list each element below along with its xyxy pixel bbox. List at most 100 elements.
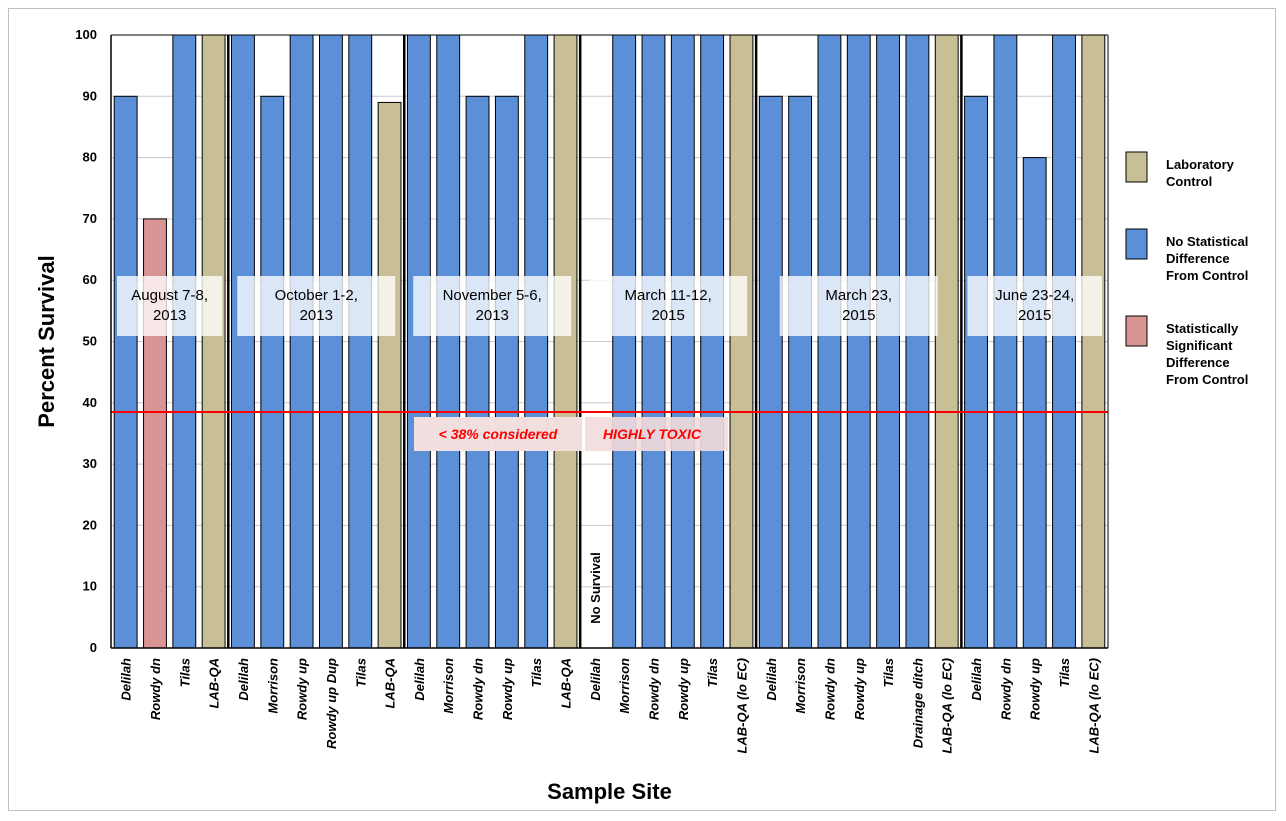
bar-rowdy-up — [289, 34, 314, 649]
y-tick-label-70: 70 — [83, 211, 97, 226]
bar-rowdy-dn — [993, 34, 1018, 649]
date-label: 2015 — [651, 307, 684, 324]
date-label: October 1-2, — [275, 287, 358, 304]
x-tick-label: Tilas — [881, 658, 896, 687]
x-tick-label: LAB-QA — [559, 658, 574, 709]
x-tick-label: LAB-QA (lo EC) — [1086, 658, 1101, 754]
bar-morrison — [788, 95, 813, 649]
x-tick-label: Rowdy dn — [646, 658, 661, 720]
bar-rowdy-up — [846, 34, 871, 649]
threshold-label-box — [414, 416, 582, 451]
date-label-box — [413, 276, 572, 336]
x-tick-label: Rowdy dn — [471, 658, 486, 720]
x-tick-label: Tilas — [1057, 658, 1072, 687]
bar-tilas — [524, 34, 549, 649]
bar-rowdy-up — [670, 34, 695, 649]
bar-lab-qa-lo-ec- — [1081, 34, 1106, 649]
x-tick-label: Rowdy dn — [822, 658, 837, 720]
bar-lab-qa — [201, 34, 226, 649]
y-tick-label-50: 50 — [83, 334, 97, 349]
y-tick-label-90: 90 — [83, 88, 97, 103]
y-tick-label-30: 30 — [83, 456, 97, 471]
date-label: 2013 — [300, 307, 333, 324]
group-separators — [227, 35, 963, 648]
legend-label: Difference — [1166, 251, 1230, 266]
bar-tilas — [1052, 34, 1076, 649]
bar-delilah — [964, 95, 988, 649]
date-label-box — [589, 276, 748, 336]
y-tick-label-100: 100 — [75, 27, 97, 42]
bar-rowdy-up — [1022, 157, 1047, 649]
legend-label: Difference — [1166, 355, 1230, 370]
x-tick-label: Tilas — [353, 658, 368, 687]
x-tick-label: Rowdy up — [852, 658, 867, 720]
x-tick-label: Morrison — [441, 658, 456, 714]
date-label: November 5-6, — [443, 287, 542, 304]
x-tick-label: Morrison — [793, 658, 808, 714]
bar-morrison — [612, 34, 637, 649]
x-tick-label: Morrison — [265, 658, 280, 714]
bar-lab-qa-lo-ec- — [729, 34, 754, 649]
date-label: 2015 — [842, 307, 875, 324]
date-label-box — [779, 276, 938, 336]
x-tick-label: Rowdy up Dup — [324, 658, 339, 749]
bar-delilah — [113, 95, 138, 649]
x-axis-title: Sample Site — [547, 779, 672, 804]
bar-rowdy-up-dup — [318, 34, 343, 649]
x-tick-label: Rowdy up — [676, 658, 691, 720]
bar-delilah — [758, 95, 783, 649]
x-tick-label: Morrison — [617, 658, 632, 714]
bar-lab-qa — [377, 101, 402, 649]
date-label: March 11-12, — [625, 287, 712, 304]
y-tick-label-40: 40 — [83, 395, 97, 410]
bar-lab-qa — [553, 34, 578, 649]
date-label: June 23-24, — [995, 287, 1074, 304]
bar-delilah — [406, 34, 431, 649]
date-label: August 7-8, — [131, 287, 208, 304]
x-tick-label: Rowdy up — [1028, 658, 1043, 720]
bar-rowdy-up — [494, 95, 519, 649]
y-tick-label-0: 0 — [90, 640, 97, 655]
bar-tilas — [348, 34, 373, 649]
x-tick-label: Delilah — [412, 658, 427, 701]
x-tick-label: Tilas — [705, 658, 720, 687]
legend-label: From Control — [1166, 372, 1248, 387]
date-label: 2013 — [476, 307, 509, 324]
x-tick-label: LAB-QA — [207, 658, 222, 709]
x-tick-label: LAB-QA (lo EC) — [734, 658, 749, 754]
x-tick-label: Rowdy up — [295, 658, 310, 720]
x-tick-label: Tilas — [529, 658, 544, 687]
date-label-box — [237, 276, 396, 336]
legend-label: Significant — [1166, 338, 1233, 353]
threshold: < 38% considered HIGHLY TOXIC — [111, 410, 1108, 451]
bar-rowdy-dn — [817, 34, 842, 649]
bar-tilas — [876, 34, 901, 649]
x-tick-label: LAB-QA (lo EC) — [940, 658, 955, 754]
date-label-box — [967, 276, 1102, 336]
y-tick-label-60: 60 — [83, 272, 97, 287]
x-tick-label: Delilah — [236, 658, 251, 701]
x-tick-label: LAB-QA — [383, 658, 398, 709]
threshold-label-text: HIGHLY TOXIC — [603, 426, 702, 442]
legend-label: Laboratory — [1166, 157, 1235, 172]
bar-tilas — [172, 34, 197, 649]
x-tick-label: Tilas — [177, 658, 192, 687]
legend-label: Statistically — [1166, 321, 1239, 336]
x-tick-label: Delilah — [588, 658, 603, 701]
x-tick-label: Delilah — [119, 658, 134, 701]
date-label: March 23, — [825, 287, 892, 304]
date-label-box — [117, 276, 223, 336]
bar-delilah — [231, 34, 255, 649]
legend-label: Control — [1166, 174, 1212, 189]
threshold-label-text: < 38% considered — [439, 426, 558, 442]
x-tick-label: Rowdy dn — [998, 658, 1013, 720]
bar-morrison — [436, 34, 461, 649]
x-tick-label: Drainage ditch — [910, 658, 925, 748]
no-survival-label: No Survival — [588, 552, 603, 624]
bar-rowdy-dn — [465, 95, 490, 649]
bar-morrison — [260, 95, 285, 649]
bar-lab-qa-lo-ec- — [934, 34, 959, 649]
x-tick-label: Rowdy up — [500, 658, 515, 720]
bar-tilas — [700, 34, 725, 649]
